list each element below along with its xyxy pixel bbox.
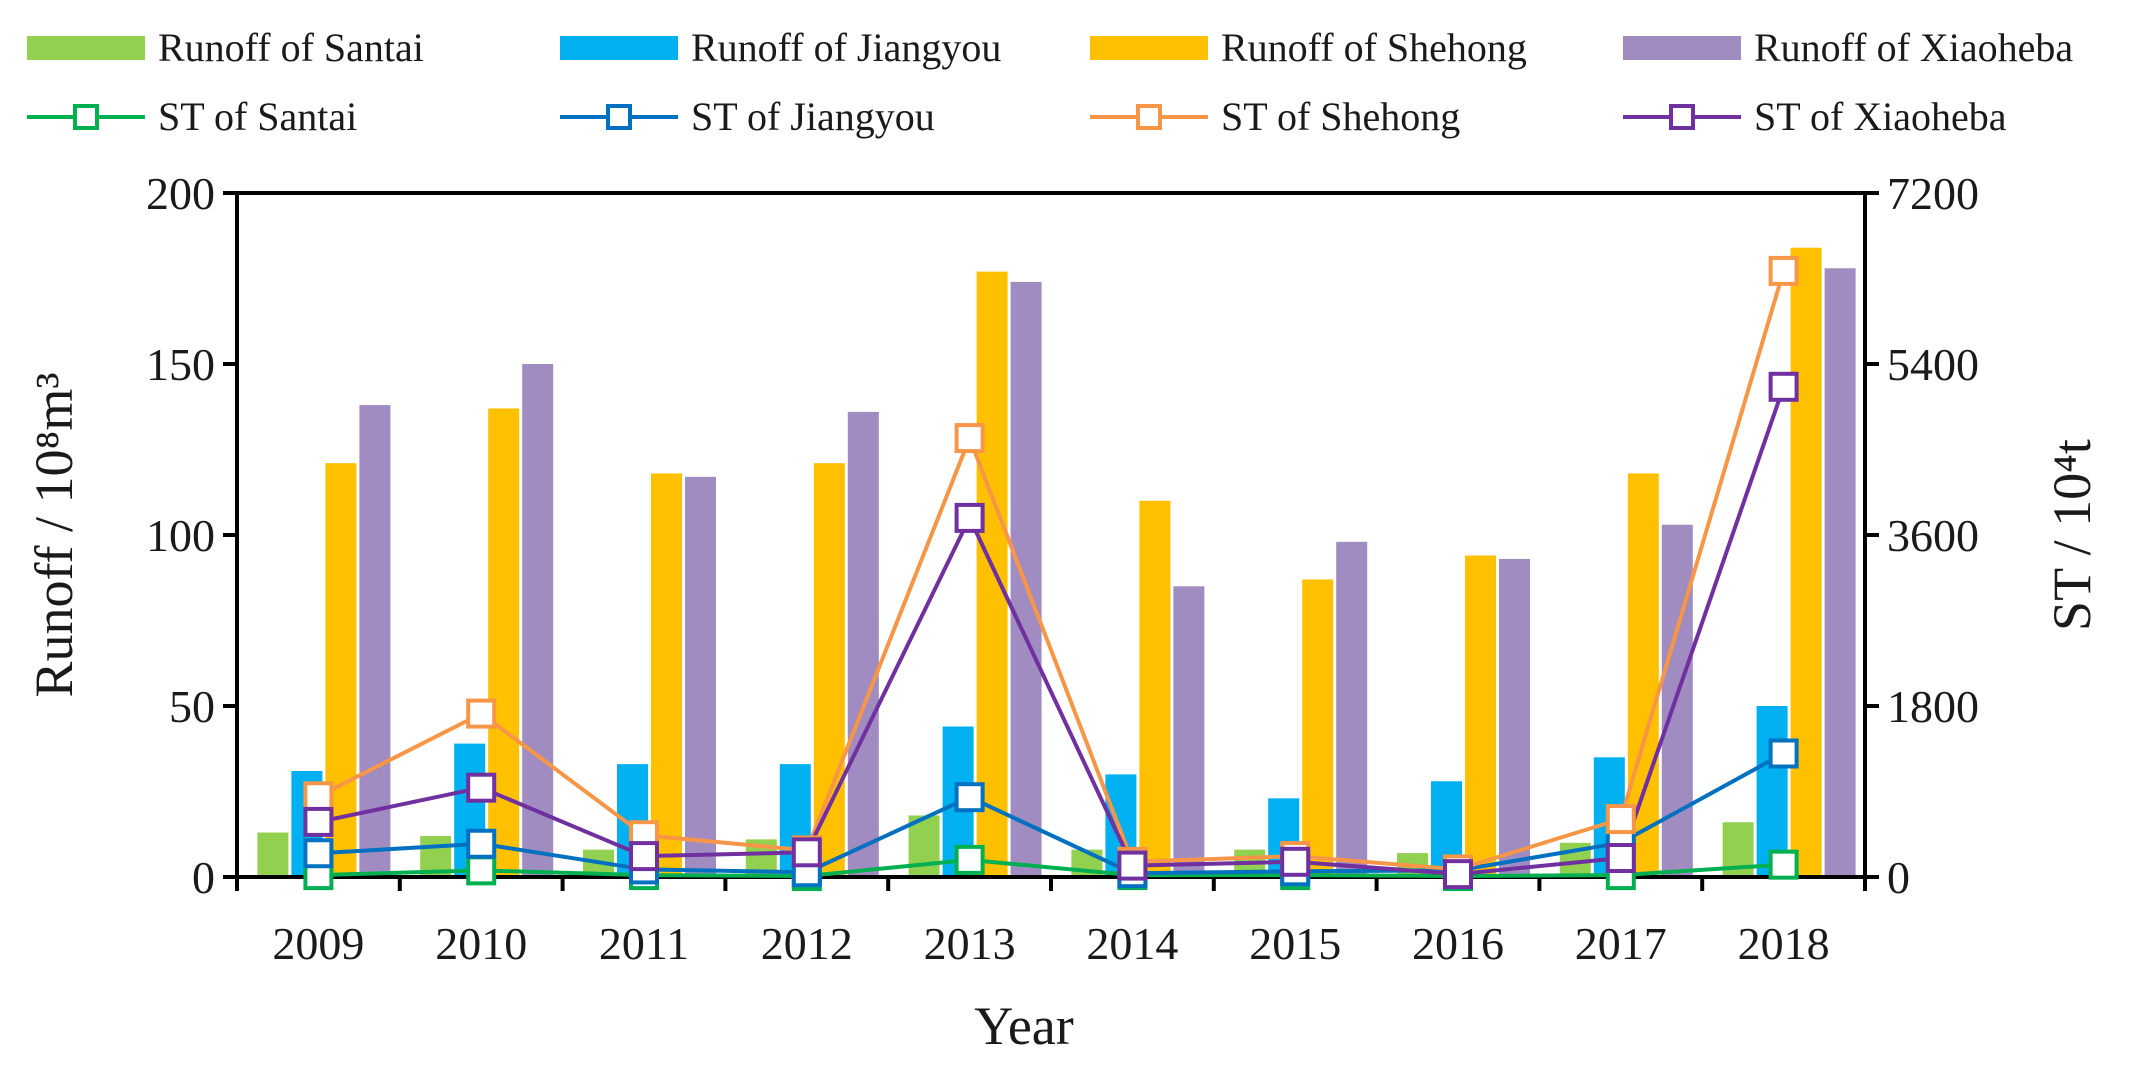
legend-label: Runoff of Jiangyou: [691, 25, 1001, 70]
point-st-of-xiaoheba-2018: [1768, 371, 1799, 402]
y-axis-title: Runoff / 10⁸m³: [24, 372, 84, 697]
bar-runoff-of-xiaoheba-2010: [522, 364, 554, 877]
point-st-of-xiaoheba-2014: [1117, 850, 1148, 881]
bar-runoff-of-shehong-2011: [651, 473, 682, 877]
x-tick-label-2015: 2015: [1249, 918, 1341, 969]
point-st-of-xiaoheba-2012: [791, 837, 822, 868]
point-st-of-shehong-2017: [1605, 804, 1636, 835]
point-st-of-jiangyou-2013: [954, 782, 985, 813]
legend-label: ST of Jiangyou: [691, 94, 935, 139]
point-st-of-jiangyou-2009: [303, 838, 334, 869]
bar-runoff-of-xiaoheba-2016: [1499, 558, 1530, 877]
legend-label: Runoff of Xiaoheba: [1754, 25, 2073, 70]
bar-runoff-of-xiaoheba-2012: [847, 411, 879, 877]
x-tick-label-2012: 2012: [761, 918, 853, 969]
legend-item-st-of-xiaoheba: ST of Xiaoheba: [1623, 94, 2007, 139]
point-st-of-santai-2013: [954, 844, 985, 875]
line-series-group: [303, 255, 1799, 892]
point-st-of-shehong-2018: [1768, 255, 1799, 286]
point-st-of-jiangyou-2010: [466, 828, 497, 859]
right-tick-label: 3600: [1887, 510, 1979, 561]
bar-runoff-of-xiaoheba-2009: [359, 405, 391, 877]
x-tick-label-2014: 2014: [1086, 918, 1178, 969]
x-tick-label-2017: 2017: [1575, 918, 1667, 969]
legend-item-st-of-jiangyou: ST of Jiangyou: [560, 94, 935, 139]
legend-label: ST of Santai: [158, 94, 357, 139]
legend-swatch: [1090, 36, 1208, 60]
bar-runoff-of-shehong-2012: [813, 463, 845, 877]
bar-runoff-of-xiaoheba-2013: [1010, 281, 1042, 877]
bar-runoff-of-xiaoheba-2011: [685, 476, 716, 877]
bar-series-group: [257, 247, 1856, 878]
line-st-of-xiaoheba: [317, 386, 1786, 877]
legend-item-st-of-santai: ST of Santai: [27, 94, 357, 139]
point-st-of-shehong-2013: [954, 423, 985, 454]
legend-marker: [1136, 104, 1162, 130]
bar-runoff-of-shehong-2014: [1139, 500, 1171, 877]
x-axis-title: Year: [974, 996, 1074, 1056]
line-st-of-jiangyou: [318, 751, 1785, 876]
legend-label: Runoff of Shehong: [1221, 25, 1527, 70]
point-st-of-xiaoheba-2013: [954, 502, 985, 533]
point-st-of-jiangyou-2018: [1768, 738, 1799, 769]
bar-runoff-of-santai-2009: [257, 832, 289, 877]
x-tick-label-2010: 2010: [435, 918, 527, 969]
point-st-of-shehong-2010: [466, 698, 497, 729]
point-st-of-xiaoheba-2011: [629, 841, 659, 872]
x-tick-label-2013: 2013: [924, 918, 1016, 969]
point-st-of-santai-2018: [1768, 849, 1799, 880]
legend-item-runoff-of-xiaoheba: Runoff of Xiaoheba: [1623, 25, 2073, 70]
point-st-of-shehong-2009: [303, 781, 334, 812]
line-st-of-shehong: [317, 270, 1786, 872]
point-st-of-xiaoheba-2009: [303, 806, 334, 837]
legend-swatch: [560, 36, 678, 60]
x-tick-label-2011: 2011: [599, 918, 689, 969]
legend-label: ST of Xiaoheba: [1754, 94, 2007, 139]
point-st-of-santai-2010: [466, 855, 497, 886]
line-st-of-santai: [318, 857, 1784, 878]
x-tick-label-2016: 2016: [1412, 918, 1504, 969]
bar-runoff-of-xiaoheba-2014: [1173, 586, 1205, 877]
point-st-of-xiaoheba-2010: [466, 772, 497, 803]
right-tick-label: 7200: [1887, 168, 1979, 219]
bar-runoff-of-xiaoheba-2017: [1661, 524, 1693, 877]
bar-runoff-of-shehong-2015: [1302, 579, 1334, 877]
left-tick-label: 0: [192, 852, 215, 903]
bar-runoff-of-shehong-2013: [976, 271, 1008, 877]
legend-swatch: [1623, 36, 1741, 60]
axes-labels: 0 50 100 150 200 0 1800 3600 5400 7200 2009 2010 201…: [24, 168, 2102, 1056]
legend-label: Runoff of Santai: [158, 25, 424, 70]
left-tick-label: 50: [169, 681, 215, 732]
bar-runoff-of-jiangyou-2018: [1756, 706, 1788, 877]
point-st-of-xiaoheba-2015: [1280, 846, 1311, 877]
point-st-of-xiaoheba-2016: [1443, 859, 1473, 890]
legend-swatch: [27, 36, 145, 60]
bar-runoff-of-xiaoheba-2015: [1336, 541, 1368, 877]
bar-runoff-of-shehong-2010: [488, 408, 520, 877]
bar-runoff-of-shehong-2016: [1465, 555, 1496, 877]
legend-marker: [1669, 104, 1695, 130]
legend-item-runoff-of-santai: Runoff of Santai: [27, 25, 424, 70]
right-tick-label: 5400: [1887, 339, 1979, 390]
right-tick-label: 0: [1887, 852, 1910, 903]
left-tick-label: 100: [146, 510, 215, 561]
y2-axis-title: ST / 10⁴t: [2042, 439, 2102, 631]
legend-item-runoff-of-jiangyou: Runoff of Jiangyou: [560, 25, 1001, 70]
plot-frame: [223, 191, 1879, 891]
left-tick-label: 150: [146, 339, 215, 390]
legend-label: ST of Shehong: [1221, 94, 1460, 139]
bar-runoff-of-shehong-2018: [1790, 247, 1822, 878]
point-st-of-xiaoheba-2017: [1605, 843, 1636, 873]
left-tick-label: 200: [146, 168, 215, 219]
legend: Runoff of Santai Runoff of Jiangyou Runoff…: [27, 25, 2073, 139]
legend-item-runoff-of-shehong: Runoff of Shehong: [1090, 25, 1527, 70]
legend-item-st-of-shehong: ST of Shehong: [1090, 94, 1460, 139]
right-tick-label: 1800: [1887, 681, 1979, 732]
legend-marker: [73, 104, 99, 130]
x-tick-label-2018: 2018: [1738, 918, 1830, 969]
legend-marker: [606, 104, 632, 130]
bar-runoff-of-xiaoheba-2018: [1824, 268, 1856, 877]
x-tick-label-2009: 2009: [272, 918, 364, 969]
